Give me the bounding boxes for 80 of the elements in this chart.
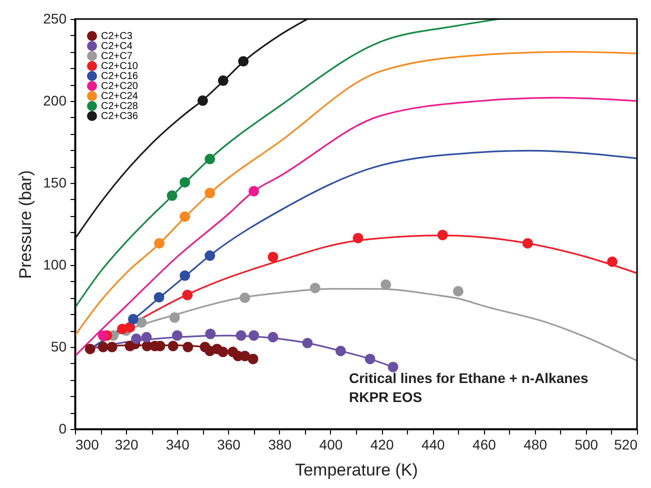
point bbox=[240, 292, 250, 304]
x-tick-label: 460 bbox=[472, 436, 496, 452]
point bbox=[124, 322, 136, 333]
legend-label: C2+C28 bbox=[101, 101, 138, 112]
point bbox=[128, 314, 138, 324]
point bbox=[98, 342, 108, 352]
point bbox=[388, 362, 398, 372]
x-tick-label: 500 bbox=[574, 436, 598, 452]
point bbox=[180, 177, 190, 188]
point bbox=[204, 188, 216, 198]
point bbox=[169, 312, 180, 323]
point bbox=[240, 350, 250, 362]
point bbox=[182, 290, 193, 300]
point bbox=[268, 252, 278, 262]
x-tick-label: 300 bbox=[76, 436, 100, 452]
point bbox=[84, 344, 96, 354]
y-tick-label: 150 bbox=[43, 174, 67, 190]
point bbox=[154, 238, 165, 249]
point bbox=[452, 286, 464, 296]
line-series bbox=[75, 19, 308, 240]
point bbox=[437, 230, 448, 240]
point bbox=[180, 270, 190, 281]
point bbox=[302, 338, 313, 348]
x-tick-label: 520 bbox=[614, 436, 638, 452]
legend-label: C2+C10 bbox=[101, 61, 138, 72]
point bbox=[380, 279, 392, 290]
point bbox=[218, 75, 228, 86]
point bbox=[168, 340, 178, 352]
point bbox=[131, 334, 142, 344]
point bbox=[335, 346, 346, 356]
x-tick-label: 380 bbox=[268, 436, 292, 452]
x-tick-label: 320 bbox=[114, 436, 138, 452]
point bbox=[248, 330, 260, 341]
point bbox=[236, 330, 246, 341]
x-tick-label: 420 bbox=[370, 436, 394, 452]
point bbox=[98, 330, 108, 341]
x-tick-label: 480 bbox=[524, 436, 548, 452]
y-tick-label: 200 bbox=[43, 92, 67, 108]
point bbox=[197, 95, 208, 106]
point bbox=[364, 354, 376, 364]
legend-label: C2+C24 bbox=[101, 91, 138, 102]
point bbox=[248, 186, 260, 196]
point bbox=[268, 332, 278, 342]
annotation: RKPR EOS bbox=[349, 389, 422, 405]
point bbox=[136, 317, 147, 328]
x-tick-label: 400 bbox=[319, 436, 343, 452]
legend-label: C2+C16 bbox=[101, 71, 138, 82]
point bbox=[310, 282, 320, 294]
point bbox=[218, 346, 228, 358]
point bbox=[352, 232, 364, 244]
y-tick-label: 50 bbox=[50, 338, 67, 354]
point bbox=[205, 328, 216, 340]
point bbox=[154, 292, 164, 303]
legend-label: C2+C7 bbox=[101, 51, 133, 62]
y-axis-title: Pressure (bar) bbox=[16, 170, 36, 279]
point bbox=[204, 250, 216, 261]
point bbox=[248, 354, 258, 364]
legend-label: C2+C4 bbox=[101, 41, 133, 52]
point bbox=[522, 238, 533, 249]
point bbox=[204, 154, 216, 164]
line-series bbox=[75, 51, 637, 336]
x-axis-title: Temperature (K) bbox=[295, 460, 418, 480]
point bbox=[606, 256, 618, 267]
y-tick-label: 100 bbox=[43, 256, 67, 272]
legend-label: C2+C20 bbox=[101, 81, 138, 92]
point bbox=[180, 211, 190, 222]
point bbox=[182, 342, 194, 352]
point bbox=[172, 330, 182, 341]
point bbox=[106, 342, 118, 352]
y-tick-label: 0 bbox=[58, 420, 67, 436]
x-tick-label: 340 bbox=[166, 436, 190, 452]
y-tick-label: 250 bbox=[43, 10, 67, 26]
legend-label: C2+C3 bbox=[101, 31, 133, 42]
annotation: Critical lines for Ethane + n-Alkanes bbox=[349, 370, 588, 386]
x-tick-label: 360 bbox=[217, 436, 241, 452]
point bbox=[238, 56, 249, 67]
x-tick-label: 440 bbox=[421, 436, 446, 452]
point bbox=[166, 190, 178, 201]
point bbox=[141, 332, 152, 342]
legend-label: C2+C36 bbox=[101, 111, 138, 122]
